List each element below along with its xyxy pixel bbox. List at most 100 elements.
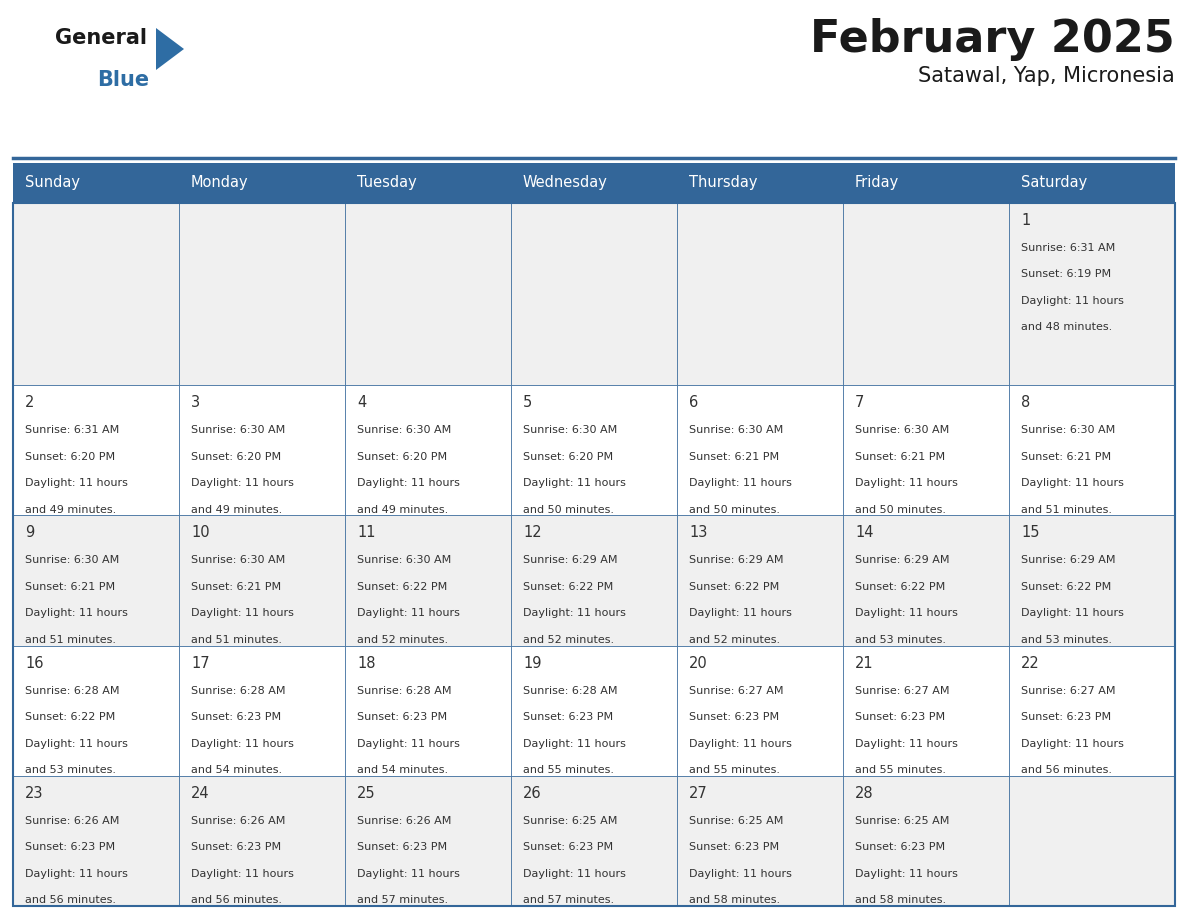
Text: Tuesday: Tuesday: [358, 175, 417, 191]
Text: and 55 minutes.: and 55 minutes.: [855, 765, 946, 775]
Text: Sunrise: 6:31 AM: Sunrise: 6:31 AM: [1020, 243, 1116, 253]
Text: Sunset: 6:21 PM: Sunset: 6:21 PM: [1020, 452, 1111, 462]
Text: Wednesday: Wednesday: [523, 175, 608, 191]
Text: Saturday: Saturday: [1020, 175, 1087, 191]
Text: Sunrise: 6:29 AM: Sunrise: 6:29 AM: [1020, 555, 1116, 565]
Text: Sunset: 6:21 PM: Sunset: 6:21 PM: [191, 582, 282, 592]
Text: 25: 25: [358, 786, 375, 800]
Text: Thursday: Thursday: [689, 175, 758, 191]
Text: and 51 minutes.: and 51 minutes.: [25, 635, 116, 645]
Text: and 55 minutes.: and 55 minutes.: [523, 765, 614, 775]
Text: 7: 7: [855, 396, 865, 410]
Text: Sunrise: 6:26 AM: Sunrise: 6:26 AM: [25, 816, 119, 826]
Text: 23: 23: [25, 786, 44, 800]
FancyBboxPatch shape: [511, 776, 677, 906]
Text: Daylight: 11 hours: Daylight: 11 hours: [1020, 478, 1124, 488]
Text: Sunset: 6:23 PM: Sunset: 6:23 PM: [1020, 712, 1111, 722]
FancyBboxPatch shape: [677, 203, 843, 386]
FancyBboxPatch shape: [345, 203, 511, 386]
Text: Daylight: 11 hours: Daylight: 11 hours: [1020, 296, 1124, 306]
FancyBboxPatch shape: [13, 386, 179, 515]
Text: Daylight: 11 hours: Daylight: 11 hours: [523, 739, 626, 749]
Text: Sunset: 6:21 PM: Sunset: 6:21 PM: [689, 452, 779, 462]
Text: Sunset: 6:23 PM: Sunset: 6:23 PM: [523, 712, 613, 722]
Text: and 51 minutes.: and 51 minutes.: [1020, 505, 1112, 515]
Text: 9: 9: [25, 525, 34, 541]
Text: and 49 minutes.: and 49 minutes.: [358, 505, 448, 515]
Text: Daylight: 11 hours: Daylight: 11 hours: [358, 609, 460, 619]
FancyBboxPatch shape: [13, 515, 179, 645]
Text: 13: 13: [689, 525, 707, 541]
Text: Sunrise: 6:28 AM: Sunrise: 6:28 AM: [358, 686, 451, 696]
Text: and 58 minutes.: and 58 minutes.: [689, 895, 781, 905]
Text: Sunset: 6:20 PM: Sunset: 6:20 PM: [358, 452, 447, 462]
Polygon shape: [156, 28, 184, 70]
Text: 11: 11: [358, 525, 375, 541]
Text: 14: 14: [855, 525, 873, 541]
Text: Sunrise: 6:30 AM: Sunrise: 6:30 AM: [191, 555, 285, 565]
Text: Daylight: 11 hours: Daylight: 11 hours: [689, 868, 792, 879]
FancyBboxPatch shape: [511, 645, 677, 776]
Text: 3: 3: [191, 396, 200, 410]
Text: Daylight: 11 hours: Daylight: 11 hours: [855, 739, 958, 749]
Text: 16: 16: [25, 655, 44, 671]
FancyBboxPatch shape: [843, 645, 1009, 776]
Text: and 50 minutes.: and 50 minutes.: [523, 505, 614, 515]
Text: Sunrise: 6:25 AM: Sunrise: 6:25 AM: [855, 816, 949, 826]
Text: and 48 minutes.: and 48 minutes.: [1020, 322, 1112, 332]
FancyBboxPatch shape: [511, 203, 677, 386]
Text: Sunset: 6:23 PM: Sunset: 6:23 PM: [855, 843, 946, 852]
Text: Sunset: 6:23 PM: Sunset: 6:23 PM: [191, 712, 282, 722]
Text: Sunrise: 6:30 AM: Sunrise: 6:30 AM: [689, 425, 783, 435]
Text: Daylight: 11 hours: Daylight: 11 hours: [1020, 609, 1124, 619]
Text: Sunset: 6:23 PM: Sunset: 6:23 PM: [25, 843, 115, 852]
Text: Sunset: 6:22 PM: Sunset: 6:22 PM: [1020, 582, 1111, 592]
FancyBboxPatch shape: [843, 776, 1009, 906]
Text: and 52 minutes.: and 52 minutes.: [358, 635, 448, 645]
FancyBboxPatch shape: [677, 386, 843, 515]
Text: Sunrise: 6:29 AM: Sunrise: 6:29 AM: [523, 555, 618, 565]
Text: Sunset: 6:20 PM: Sunset: 6:20 PM: [523, 452, 613, 462]
Text: and 53 minutes.: and 53 minutes.: [25, 765, 116, 775]
Text: Sunset: 6:23 PM: Sunset: 6:23 PM: [689, 712, 779, 722]
FancyBboxPatch shape: [1009, 645, 1175, 776]
Text: Sunrise: 6:27 AM: Sunrise: 6:27 AM: [1020, 686, 1116, 696]
Text: Sunrise: 6:26 AM: Sunrise: 6:26 AM: [358, 816, 451, 826]
Text: Daylight: 11 hours: Daylight: 11 hours: [358, 739, 460, 749]
Text: 21: 21: [855, 655, 873, 671]
Text: Sunset: 6:22 PM: Sunset: 6:22 PM: [855, 582, 946, 592]
Text: Daylight: 11 hours: Daylight: 11 hours: [855, 478, 958, 488]
Text: and 56 minutes.: and 56 minutes.: [1020, 765, 1112, 775]
Text: Daylight: 11 hours: Daylight: 11 hours: [855, 868, 958, 879]
FancyBboxPatch shape: [13, 776, 179, 906]
Text: 10: 10: [191, 525, 209, 541]
Text: Sunrise: 6:30 AM: Sunrise: 6:30 AM: [191, 425, 285, 435]
Text: Sunrise: 6:30 AM: Sunrise: 6:30 AM: [358, 425, 451, 435]
FancyBboxPatch shape: [345, 386, 511, 515]
Text: and 57 minutes.: and 57 minutes.: [523, 895, 614, 905]
Text: and 57 minutes.: and 57 minutes.: [358, 895, 448, 905]
Text: 12: 12: [523, 525, 542, 541]
FancyBboxPatch shape: [345, 645, 511, 776]
Text: Daylight: 11 hours: Daylight: 11 hours: [25, 739, 128, 749]
Text: and 52 minutes.: and 52 minutes.: [689, 635, 781, 645]
FancyBboxPatch shape: [13, 163, 1175, 203]
FancyBboxPatch shape: [677, 645, 843, 776]
FancyBboxPatch shape: [179, 515, 345, 645]
Text: Daylight: 11 hours: Daylight: 11 hours: [689, 739, 792, 749]
Text: Sunset: 6:23 PM: Sunset: 6:23 PM: [358, 712, 447, 722]
Text: Sunrise: 6:28 AM: Sunrise: 6:28 AM: [191, 686, 285, 696]
FancyBboxPatch shape: [179, 776, 345, 906]
FancyBboxPatch shape: [1009, 203, 1175, 386]
FancyBboxPatch shape: [179, 386, 345, 515]
FancyBboxPatch shape: [843, 203, 1009, 386]
FancyBboxPatch shape: [677, 776, 843, 906]
Text: Daylight: 11 hours: Daylight: 11 hours: [191, 478, 293, 488]
Text: and 56 minutes.: and 56 minutes.: [191, 895, 282, 905]
FancyBboxPatch shape: [345, 515, 511, 645]
FancyBboxPatch shape: [1009, 386, 1175, 515]
Text: and 50 minutes.: and 50 minutes.: [689, 505, 781, 515]
Text: Sunrise: 6:29 AM: Sunrise: 6:29 AM: [689, 555, 784, 565]
Text: 28: 28: [855, 786, 873, 800]
Text: and 50 minutes.: and 50 minutes.: [855, 505, 946, 515]
